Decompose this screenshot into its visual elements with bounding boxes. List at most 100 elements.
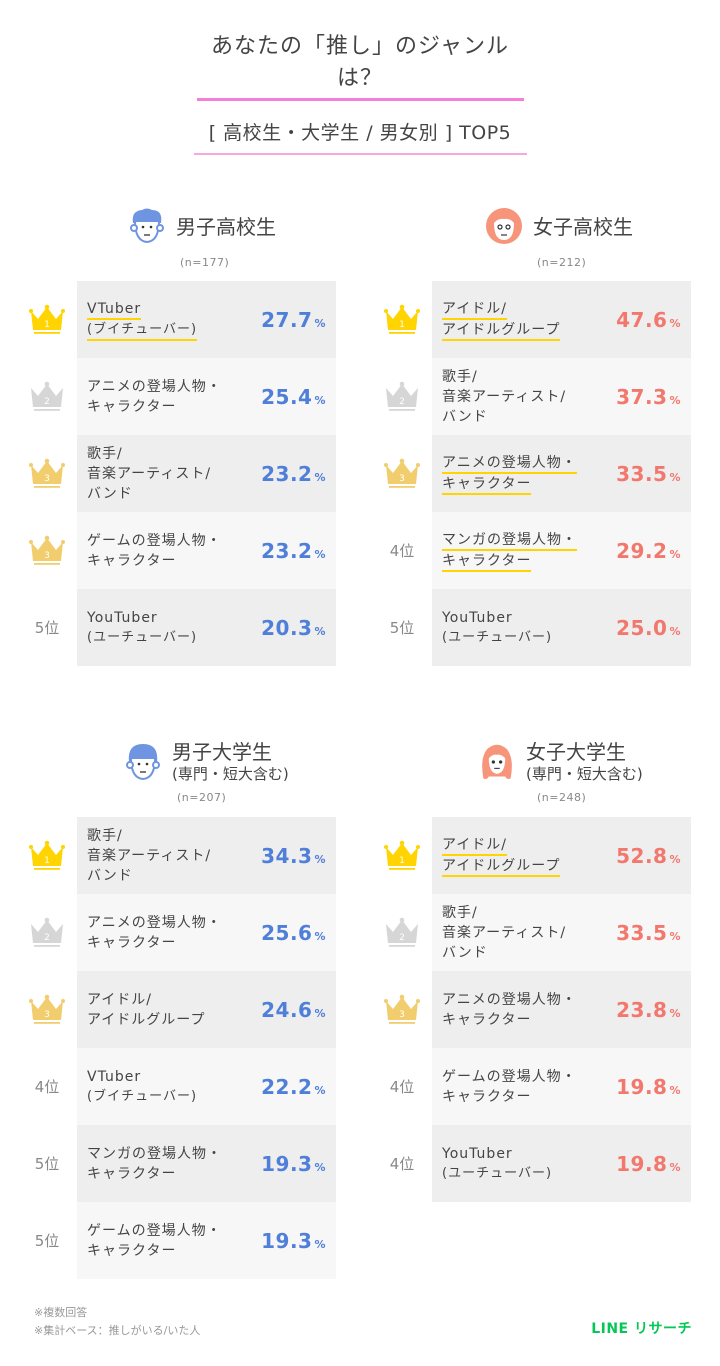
svg-text:3: 3 bbox=[44, 1010, 50, 1020]
boy-avatar-icon bbox=[126, 744, 160, 781]
genre-label-line: VTuber bbox=[87, 300, 142, 320]
percent-sign: % bbox=[314, 624, 326, 638]
panel-head-female-hs: 女子高校生 bbox=[485, 207, 633, 247]
genre-label-line: (ブイチューバー) bbox=[87, 1088, 198, 1104]
genre-label-line: YouTuber bbox=[442, 609, 513, 626]
percentage-number: 19.8 bbox=[616, 1074, 668, 1099]
genre-label-line: アニメの登場人物・ bbox=[87, 914, 222, 931]
rank-indicator: 2 bbox=[377, 894, 427, 971]
crown-bronze-icon: 3 bbox=[29, 535, 65, 565]
genre-label-line: アニメの登場人物・ bbox=[442, 454, 577, 474]
genre-label: ゲームの登場人物・ キャラクター bbox=[87, 1221, 222, 1261]
sample-size: (n=248) bbox=[537, 791, 587, 804]
genre-label-line: キャラクター bbox=[87, 1165, 177, 1182]
percentage-number: 19.3 bbox=[261, 1228, 313, 1253]
table-row: 5位 マンガの登場人物・ キャラクター 19.3% bbox=[35, 1125, 336, 1202]
genre-label-line: バンド bbox=[442, 408, 488, 425]
crown-gold-icon: 1 bbox=[384, 840, 420, 870]
rank-indicator: 5位 bbox=[22, 1125, 72, 1202]
genre-label: VTuber (ブイチューバー) bbox=[87, 1067, 197, 1107]
genre-label: 歌手/音楽アーティスト/バンド bbox=[87, 444, 211, 504]
genre-label: 歌手/音楽アーティスト/バンド bbox=[442, 367, 566, 427]
rank-indicator: 2 bbox=[22, 358, 72, 435]
table-row: 4位 VTuber (ブイチューバー) 22.2% bbox=[35, 1048, 336, 1125]
svg-text:2: 2 bbox=[44, 397, 50, 407]
table-row: 5位 ゲームの登場人物・ キャラクター 19.3% bbox=[35, 1202, 336, 1279]
percent-sign: % bbox=[669, 1160, 681, 1174]
percent-sign: % bbox=[314, 547, 326, 561]
boy-avatar-icon bbox=[130, 208, 164, 244]
group-label: 男子大学生 bbox=[172, 740, 272, 764]
rank-indicator: 1 bbox=[22, 817, 72, 894]
genre-label-line: アイドル/ bbox=[87, 991, 153, 1008]
genre-label-line: VTuber bbox=[87, 1068, 142, 1085]
genre-label-line: (ブイチューバー) bbox=[87, 321, 198, 341]
group-sublabel: (専門・短大含む) bbox=[172, 765, 289, 783]
genre-label-line: アイドルグループ bbox=[87, 1011, 206, 1028]
svg-text:3: 3 bbox=[399, 1010, 405, 1020]
group-label: 女子高校生 bbox=[533, 215, 633, 239]
percent-sign: % bbox=[669, 470, 681, 484]
percentage-number: 52.8 bbox=[616, 843, 668, 868]
genre-label-line: アイドルグループ bbox=[442, 857, 561, 877]
group-sublabel: (専門・短大含む) bbox=[526, 765, 643, 783]
crown-gold-icon: 1 bbox=[29, 304, 65, 334]
percentage-number: 25.6 bbox=[261, 920, 313, 945]
percent-sign: % bbox=[314, 316, 326, 330]
girl-avatar-icon bbox=[482, 744, 512, 779]
percentage-number: 29.2 bbox=[616, 538, 668, 563]
table-row: 2 アニメの登場人物・ キャラクター 25.6% bbox=[31, 894, 336, 971]
svg-text:3: 3 bbox=[44, 474, 50, 484]
rank-indicator: 1 bbox=[22, 281, 72, 358]
genre-label-line: 歌手/ bbox=[442, 368, 478, 385]
percentage-value: 23.8% bbox=[616, 998, 681, 1022]
genre-label-line: アイドル/ bbox=[442, 300, 508, 320]
genre-label-line: マンガの登場人物・ bbox=[442, 531, 577, 551]
percent-sign: % bbox=[314, 852, 326, 866]
percent-sign: % bbox=[669, 316, 681, 330]
percent-sign: % bbox=[314, 1160, 326, 1174]
genre-label: ゲームの登場人物・ キャラクター bbox=[87, 531, 222, 571]
table-row: 1 アイドル/アイドルグループ 52.8% bbox=[384, 817, 691, 894]
percentage-value: 33.5% bbox=[616, 921, 681, 945]
rank-indicator: 4位 bbox=[22, 1048, 72, 1125]
genre-label-line: (ユーチューバー) bbox=[87, 629, 198, 645]
rank-indicator: 4位 bbox=[377, 1125, 427, 1202]
percentage-number: 19.8 bbox=[616, 1151, 668, 1176]
rank-indicator: 3 bbox=[22, 512, 72, 589]
panel-head-female-univ: 女子大学生 (専門・短大含む) bbox=[478, 740, 643, 784]
percentage-number: 47.6 bbox=[616, 307, 668, 332]
rank-label: 4位 bbox=[389, 1078, 415, 1096]
percentage-value: 19.8% bbox=[616, 1152, 681, 1176]
svg-text:1: 1 bbox=[399, 320, 405, 330]
group-label: 女子大学生 bbox=[526, 740, 626, 764]
percentage-number: 27.7 bbox=[261, 307, 313, 332]
percentage-number: 34.3 bbox=[261, 843, 313, 868]
genre-label: ゲームの登場人物・ キャラクター bbox=[442, 1067, 577, 1107]
table-row: 1 アイドル/アイドルグループ 47.6% bbox=[384, 281, 691, 358]
rank-indicator: 4位 bbox=[377, 1048, 427, 1125]
genre-label-line: キャラクター bbox=[87, 398, 177, 415]
percentage-number: 37.3 bbox=[616, 384, 668, 409]
percentage-value: 33.5% bbox=[616, 462, 681, 486]
footnote-base: ※集計ベース：推しがいる/いた人 bbox=[34, 1324, 201, 1337]
genre-label: マンガの登場人物・ キャラクター bbox=[87, 1144, 222, 1184]
genre-label: アイドル/アイドルグループ bbox=[442, 835, 561, 877]
rank-label: 5位 bbox=[34, 1232, 60, 1250]
table-row: 4位 ゲームの登場人物・ キャラクター 19.8% bbox=[390, 1048, 691, 1125]
rank-indicator: 3 bbox=[22, 435, 72, 512]
genre-label-line: キャラクター bbox=[442, 1011, 532, 1028]
crown-gold-icon: 1 bbox=[384, 304, 420, 334]
rank-indicator: 2 bbox=[377, 358, 427, 435]
table-row: 3 アニメの登場人物・ キャラクター 23.8% bbox=[384, 971, 691, 1048]
rank-indicator: 5位 bbox=[22, 1202, 72, 1279]
rank-indicator: 3 bbox=[377, 971, 427, 1048]
percent-sign: % bbox=[314, 393, 326, 407]
genre-label: アニメの登場人物・ キャラクター bbox=[87, 377, 222, 417]
percent-sign: % bbox=[669, 393, 681, 407]
percentage-value: 34.3% bbox=[261, 844, 326, 868]
genre-label-line: マンガの登場人物・ bbox=[87, 1145, 222, 1162]
genre-label-line: バンド bbox=[87, 485, 133, 502]
percentage-value: 19.3% bbox=[261, 1152, 326, 1176]
genre-label: アイドル/アイドルグループ bbox=[87, 990, 205, 1030]
